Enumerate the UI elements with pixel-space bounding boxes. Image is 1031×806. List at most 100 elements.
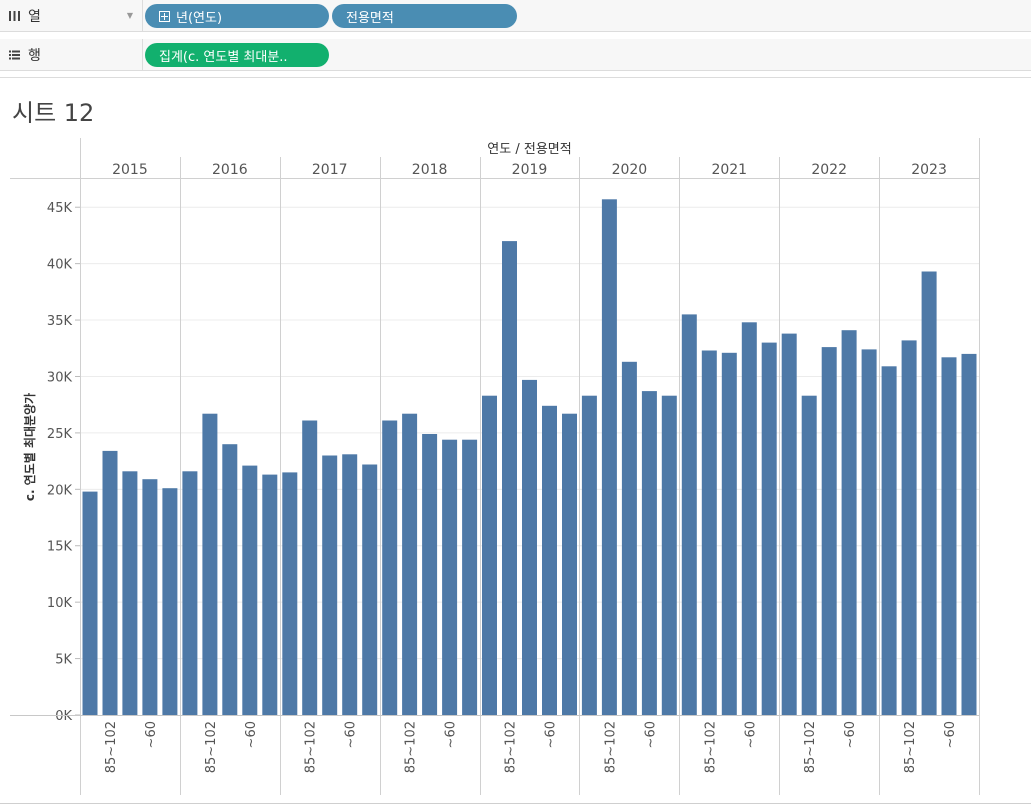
- category-label: ~60: [943, 721, 958, 748]
- bar: [701, 350, 717, 715]
- category-label: 85~102: [903, 721, 918, 773]
- bottom-divider: [0, 803, 1031, 804]
- category-label: ~60: [244, 721, 259, 748]
- bar: [482, 395, 497, 715]
- bar: [262, 474, 278, 715]
- sheet-title: 시트 12: [12, 99, 95, 127]
- chevron-down-icon[interactable]: ▼: [126, 11, 133, 20]
- year-label: 2020: [612, 162, 648, 178]
- columns-label-text: 열: [28, 8, 41, 25]
- y-tick-label: 20K: [47, 483, 73, 498]
- y-tick-label: 5K: [55, 653, 72, 668]
- columns-shelf[interactable]: 열 ▼ 년(연도) 전용면적: [0, 0, 1031, 32]
- rows-shelf-label: 행: [0, 39, 143, 70]
- y-tick-label: 15K: [47, 540, 73, 555]
- bar: [222, 444, 238, 715]
- bar: [102, 450, 118, 715]
- y-tick-label: 35K: [47, 314, 73, 329]
- bar: [322, 455, 338, 715]
- bar: [502, 241, 517, 715]
- divider: [0, 77, 1031, 78]
- rows-label-text: 행: [28, 47, 41, 64]
- bar: [801, 395, 817, 715]
- year-label: 2019: [512, 162, 548, 178]
- pill-area[interactable]: 전용면적: [332, 4, 517, 28]
- bar: [242, 465, 258, 715]
- y-tick-label: 10K: [47, 596, 73, 611]
- bar: [621, 361, 637, 715]
- year-label: 2023: [911, 162, 947, 178]
- category-label: ~60: [344, 721, 359, 748]
- pill-year[interactable]: 년(연도): [145, 4, 329, 28]
- category-label: ~60: [643, 721, 658, 748]
- bar: [781, 333, 797, 715]
- bar: [202, 413, 218, 715]
- category-label: 85~102: [404, 721, 419, 773]
- bar: [282, 472, 298, 715]
- bar: [342, 454, 358, 715]
- category-label: 85~102: [104, 721, 119, 773]
- category-label: 85~102: [603, 721, 618, 773]
- category-label: ~60: [444, 721, 459, 748]
- bar: [601, 199, 617, 716]
- plus-box-icon[interactable]: [159, 10, 170, 22]
- category-label: 85~102: [803, 721, 818, 773]
- bar: [641, 391, 657, 715]
- rows-icon: [6, 49, 22, 61]
- category-label: 85~102: [703, 721, 718, 773]
- year-label: 2015: [112, 162, 148, 178]
- bar: [921, 271, 937, 715]
- columns-shelf-label: 열 ▼: [0, 0, 143, 31]
- bar: [681, 314, 697, 715]
- bar: [581, 395, 597, 715]
- bar: [861, 349, 877, 715]
- bar: [562, 413, 577, 715]
- y-tick-label: 45K: [47, 201, 73, 216]
- pill-year-text: 년(연도): [176, 10, 223, 26]
- bar: [142, 479, 158, 715]
- year-label: 2017: [312, 162, 348, 178]
- category-label: ~60: [743, 721, 758, 748]
- category-label: ~60: [144, 721, 159, 748]
- category-label: 85~102: [504, 721, 519, 773]
- year-label: 2016: [212, 162, 248, 178]
- pill-max-price-text: 집계(c. 연도별 최대분..: [159, 49, 288, 65]
- bar: [382, 420, 398, 715]
- bar: [422, 434, 438, 715]
- bar: [162, 488, 178, 715]
- category-label: ~60: [544, 721, 559, 748]
- y-tick-label: 0K: [55, 709, 72, 724]
- bar: [462, 439, 478, 715]
- bar: [522, 379, 537, 715]
- bar: [741, 322, 757, 715]
- category-label: 85~102: [204, 721, 219, 773]
- bar: [961, 353, 977, 715]
- year-label: 2018: [412, 162, 448, 178]
- chart-title: 연도 / 전용면적: [487, 142, 571, 157]
- rows-shelf[interactable]: 행 집계(c. 연도별 최대분..: [0, 39, 1031, 71]
- y-tick-label: 30K: [47, 370, 73, 385]
- y-axis-title: c. 연도별 최대분양가: [22, 393, 37, 501]
- year-label: 2022: [811, 162, 847, 178]
- bar: [542, 405, 557, 715]
- bar: [302, 420, 318, 715]
- bar: [182, 471, 198, 715]
- bar: [442, 439, 458, 715]
- bar: [881, 366, 897, 715]
- bar: [122, 471, 138, 715]
- bar: [901, 340, 917, 715]
- bar: [941, 357, 957, 715]
- pill-max-price[interactable]: 집계(c. 연도별 최대분..: [145, 43, 329, 67]
- bar: [82, 491, 98, 715]
- bar: [841, 330, 857, 715]
- bar: [661, 395, 677, 715]
- y-tick-label: 25K: [47, 427, 73, 442]
- category-label: 85~102: [304, 721, 319, 773]
- shelf-gap: [0, 32, 1031, 39]
- bar: [362, 464, 378, 715]
- y-tick-label: 40K: [47, 258, 73, 273]
- year-label: 2021: [711, 162, 747, 178]
- pill-area-text: 전용면적: [346, 10, 394, 26]
- bar: [721, 352, 737, 715]
